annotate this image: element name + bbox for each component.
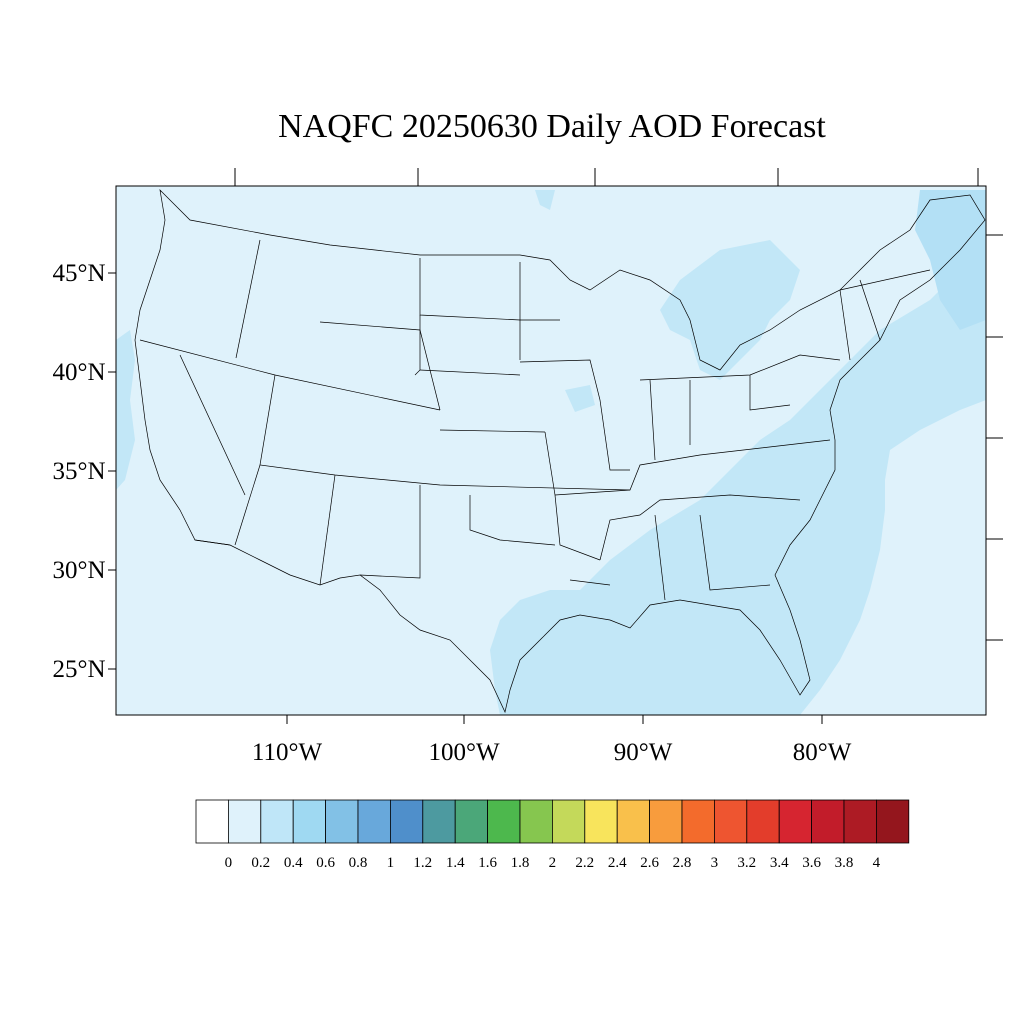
colorbar-swatch bbox=[811, 799, 845, 844]
aod-plume-midwest bbox=[565, 385, 595, 412]
aod-plumes bbox=[116, 190, 986, 715]
lat-label-25: 25°N bbox=[52, 656, 105, 683]
colorbar-tick-label: 1.2 bbox=[413, 855, 432, 871]
colorbar-swatch bbox=[389, 799, 424, 844]
colorbar-swatch bbox=[876, 799, 910, 844]
colorbar-tick-label: 0 bbox=[225, 855, 233, 871]
aod-plume-great-lakes bbox=[660, 240, 800, 380]
lat-label-30: 30°N bbox=[52, 557, 105, 584]
colorbar-swatch bbox=[357, 799, 391, 844]
colorbar-tick-label: 2 bbox=[549, 855, 557, 871]
colorbar-swatch bbox=[519, 799, 553, 844]
colorbar-tick-label: 2.6 bbox=[640, 855, 659, 871]
colorbar-tick-label: 2.8 bbox=[673, 855, 692, 871]
colorbar-swatch bbox=[714, 799, 748, 844]
colorbar-swatch bbox=[422, 799, 456, 844]
colorbar-swatch bbox=[227, 799, 262, 844]
colorbar-swatch bbox=[292, 799, 327, 844]
map-frame bbox=[115, 185, 987, 716]
colorbar-swatch bbox=[260, 799, 294, 844]
colorbar-tick-label: 1 bbox=[387, 855, 395, 871]
colorbar-swatch bbox=[843, 799, 877, 844]
colorbar-swatch bbox=[681, 799, 715, 844]
us-outline bbox=[134, 188, 986, 714]
aod-plume-pacific bbox=[116, 330, 135, 490]
colorbar-swatch bbox=[649, 799, 683, 844]
colorbar-tick-label: 1.8 bbox=[511, 855, 530, 871]
colorbar-swatch bbox=[616, 799, 651, 844]
aod-plume-northeast bbox=[915, 190, 986, 330]
colorbar-tick-label: 2.4 bbox=[608, 855, 627, 871]
state-boundaries bbox=[134, 188, 986, 714]
aod-plume-north bbox=[535, 190, 555, 210]
colorbar-swatch bbox=[487, 799, 521, 844]
colorbar-swatch bbox=[195, 799, 229, 844]
lat-label-35: 35°N bbox=[52, 458, 105, 485]
colorbar-swatch bbox=[454, 799, 489, 844]
colorbar-tick-label: 0.6 bbox=[316, 855, 335, 871]
latitude-labels: 45°N 40°N 35°N 30°N 25°N bbox=[52, 260, 105, 683]
aod-colorbar-labels: 0 0.2 0.4 0.6 0.8 1 1.2 1.4 1.6 1.8 2 2.2 2.4 2.6 2.8 3… bbox=[225, 855, 881, 871]
colorbar-tick-label: 0.2 bbox=[251, 855, 270, 871]
colorbar-tick-label: 1.4 bbox=[446, 855, 465, 871]
colorbar-tick-label: 3.4 bbox=[770, 855, 789, 871]
aod-colorbar bbox=[195, 799, 910, 844]
lon-label-80: 80°W bbox=[793, 739, 852, 766]
lon-label-90: 90°W bbox=[614, 739, 673, 766]
aod-plume-atlantic bbox=[490, 250, 986, 715]
colorbar-tick-label: 4 bbox=[873, 855, 881, 871]
colorbar-tick-label: 0.8 bbox=[349, 855, 368, 871]
lat-label-40: 40°N bbox=[52, 359, 105, 386]
colorbar-tick-label: 3 bbox=[711, 855, 719, 871]
lon-label-100: 100°W bbox=[428, 739, 499, 766]
colorbar-swatch bbox=[325, 799, 359, 844]
colorbar-tick-label: 0.4 bbox=[284, 855, 303, 871]
colorbar-swatch bbox=[746, 799, 780, 844]
colorbar-swatch bbox=[584, 799, 618, 844]
colorbar-tick-label: 3.2 bbox=[737, 855, 756, 871]
lon-label-110: 110°W bbox=[252, 739, 323, 766]
colorbar-tick-label: 3.8 bbox=[835, 855, 854, 871]
colorbar-tick-label: 1.6 bbox=[478, 855, 497, 871]
map-title: NAQFC 20250630 Daily AOD Forecast bbox=[278, 108, 826, 145]
colorbar-tick-label: 2.2 bbox=[575, 855, 594, 871]
colorbar-swatch bbox=[552, 799, 586, 844]
colorbar-swatch bbox=[778, 799, 813, 844]
lat-label-45: 45°N bbox=[52, 260, 105, 287]
colorbar-tick-label: 3.6 bbox=[802, 855, 821, 871]
axis-ticks bbox=[108, 168, 1003, 724]
longitude-labels: 110°W 100°W 90°W 80°W bbox=[252, 739, 852, 766]
